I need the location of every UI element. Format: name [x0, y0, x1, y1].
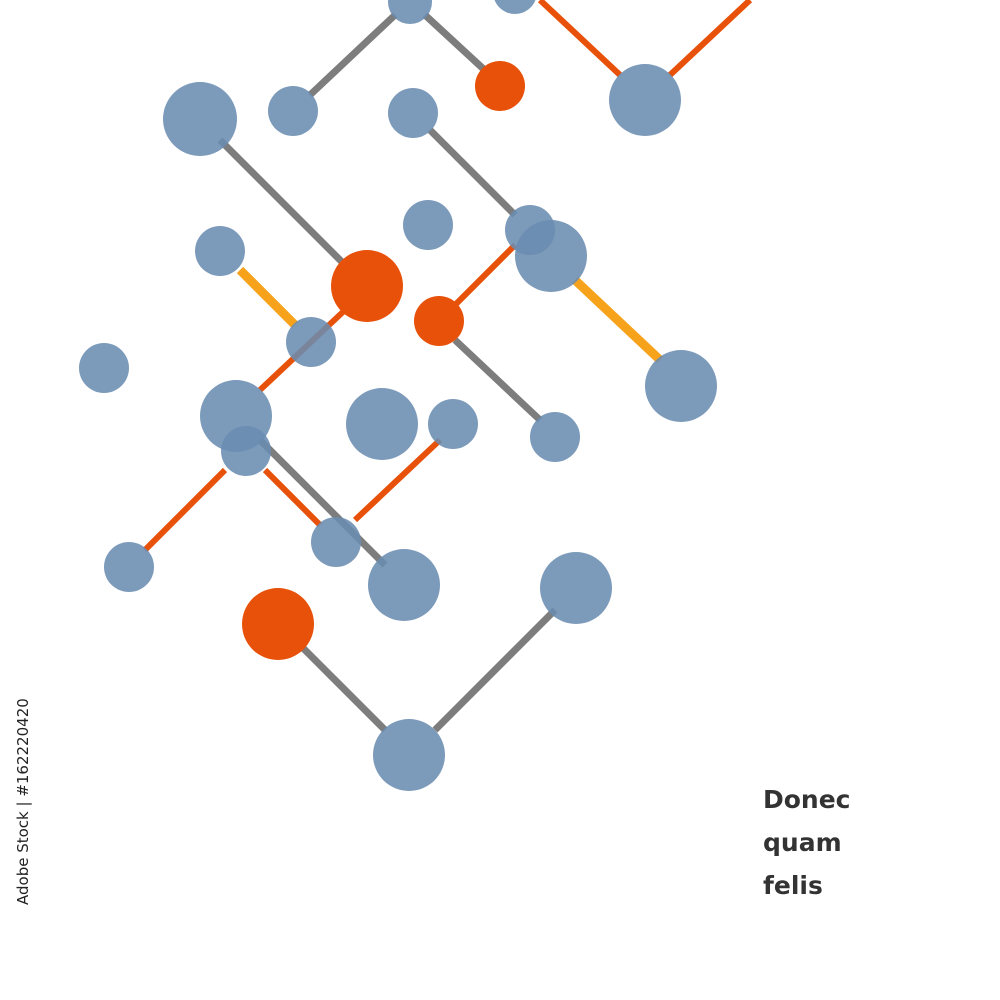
bond — [236, 266, 299, 329]
atom — [163, 82, 237, 156]
atoms — [79, 0, 717, 791]
atom — [286, 317, 336, 367]
atom — [268, 86, 318, 136]
atom — [221, 426, 271, 476]
atom — [331, 250, 403, 322]
bond — [537, 0, 623, 78]
atom — [242, 588, 314, 660]
text-line: Donec — [763, 785, 851, 814]
bond — [667, 0, 753, 78]
text-line: quam — [763, 828, 842, 857]
atom — [79, 343, 129, 393]
bond — [307, 12, 398, 98]
bond — [427, 127, 518, 218]
bond — [297, 642, 388, 733]
bond — [352, 437, 443, 523]
bond — [571, 276, 664, 364]
atom — [373, 719, 445, 791]
atom — [505, 205, 555, 255]
bond — [452, 242, 518, 308]
atom — [311, 517, 361, 567]
text-line: felis — [763, 871, 823, 900]
atom — [388, 0, 432, 24]
atom — [368, 549, 440, 621]
atom — [403, 200, 453, 250]
atom — [530, 412, 580, 462]
bond — [262, 467, 323, 528]
atom — [195, 226, 245, 276]
atom — [388, 88, 438, 138]
atom — [494, 0, 536, 14]
atom — [428, 399, 478, 449]
bond — [142, 467, 228, 553]
atom — [475, 61, 525, 111]
bond — [422, 12, 493, 78]
bond — [217, 137, 348, 268]
atom — [609, 64, 681, 136]
watermark: Adobe Stock | #162220420 — [14, 698, 32, 905]
atom — [414, 296, 464, 346]
bond — [257, 437, 388, 568]
atom — [540, 552, 612, 624]
bond — [432, 607, 558, 733]
atom — [346, 388, 418, 460]
bond — [452, 337, 543, 423]
atom — [645, 350, 717, 422]
bonds — [142, 0, 753, 733]
atom — [104, 542, 154, 592]
